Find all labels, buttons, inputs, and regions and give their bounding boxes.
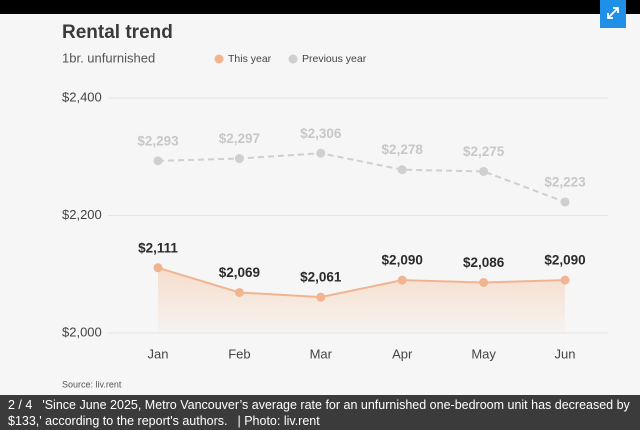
legend-label: This year: [228, 53, 272, 65]
point: [560, 197, 570, 207]
line: [157, 266, 566, 299]
chart: Rental trend 1br. unfurnished Source: li…: [0, 14, 640, 395]
value-label: $2,275: [463, 144, 505, 159]
x-tick-label: Jan: [148, 346, 169, 361]
legend-marker: [214, 54, 224, 64]
point: [316, 292, 326, 302]
value-label: $2,111: [138, 240, 178, 255]
value-label: $2,293: [137, 133, 179, 148]
value-label: $2,061: [300, 270, 342, 285]
legend-label: Previous year: [302, 53, 367, 65]
value-label: $2,278: [382, 142, 424, 157]
x-tick-label: May: [471, 346, 496, 361]
point: [397, 165, 407, 175]
point: [397, 275, 407, 285]
caption-bar: 2 / 4 'Since June 2025, Metro Vancouver’s…: [0, 395, 640, 430]
caption: 'Since June 2025, Metro Vancouver’s aver…: [8, 398, 630, 428]
y-tick-label: $2,400: [62, 89, 102, 104]
value-label: $2,223: [544, 175, 586, 190]
point: [479, 277, 489, 287]
x-tick-label: Feb: [228, 346, 250, 361]
value-label: $2,086: [463, 255, 505, 270]
source: Source: liv.rent: [62, 379, 122, 389]
x-tick-label: Mar: [310, 346, 333, 361]
point: [479, 166, 489, 176]
point: [234, 154, 244, 164]
x-tick-label: Apr: [392, 346, 413, 361]
value-label: $2,069: [219, 265, 260, 280]
y-tick-label: $2,200: [62, 207, 102, 222]
slide-counter: 2 / 4: [8, 398, 33, 412]
x-tick-label: Jun: [555, 346, 576, 361]
point: [560, 275, 570, 285]
value-label: $2,297: [219, 131, 260, 146]
point: [153, 263, 163, 273]
point: [234, 287, 244, 297]
top-bar: [0, 0, 640, 14]
expand-button[interactable]: [600, 0, 626, 28]
photo-credit: | Photo: liv.rent: [237, 414, 320, 428]
point: [316, 148, 326, 158]
value-label: $2,090: [382, 253, 423, 268]
line: [157, 152, 566, 203]
chart-subtitle: 1br. unfurnished: [62, 50, 155, 65]
y-tick-label: $2,000: [62, 324, 102, 339]
expand-icon: [607, 7, 619, 19]
point: [153, 156, 163, 166]
area: [158, 267, 565, 333]
chart-title: Rental trend: [62, 22, 173, 43]
legend-marker: [288, 54, 298, 64]
value-label: $2,090: [544, 253, 585, 268]
value-label: $2,306: [300, 126, 342, 141]
